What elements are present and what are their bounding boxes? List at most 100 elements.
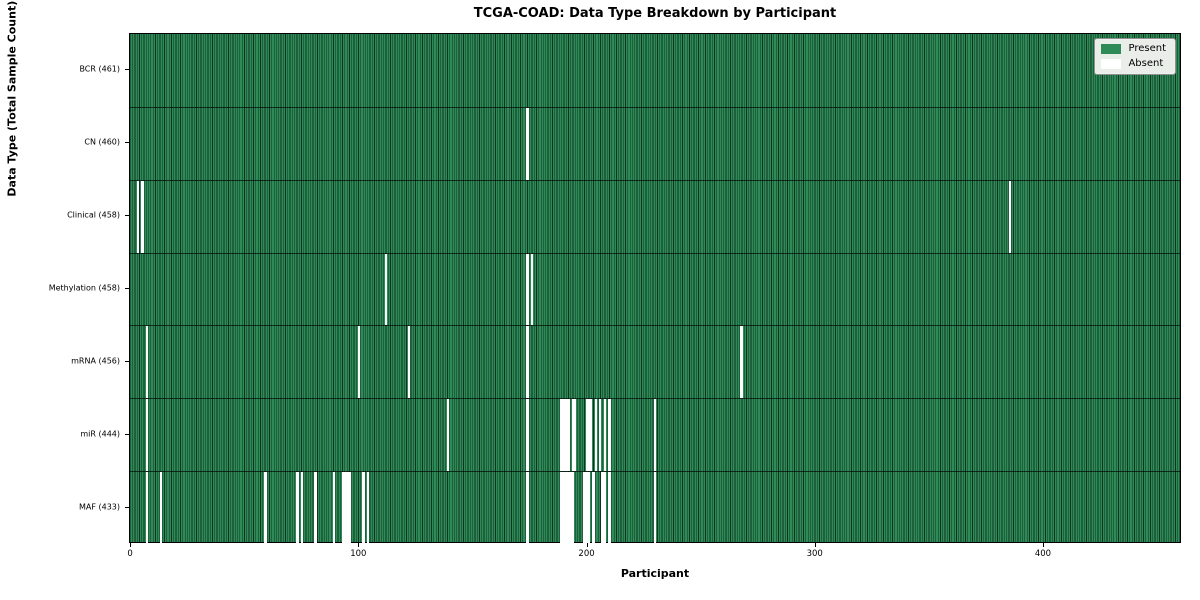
absent-bar	[565, 472, 568, 544]
absent-bar	[571, 399, 575, 472]
x-axis-label: Participant	[620, 567, 690, 580]
absent-bar	[585, 399, 588, 472]
heatmap-row-bcr	[130, 34, 1180, 107]
absent-bar	[562, 399, 566, 472]
y-tick-mark	[125, 215, 129, 217]
heatmap-row-clinical	[130, 179, 1180, 253]
absent-bar	[653, 399, 657, 472]
absent-bar	[653, 472, 657, 544]
heatmap-row-cn	[130, 106, 1180, 180]
absent-bar	[145, 472, 149, 544]
legend: Present Absent	[1094, 38, 1176, 75]
legend-absent-label: Absent	[1128, 58, 1164, 69]
y-tick-mark	[125, 69, 129, 71]
y-axis: BCR (461) CN (460) Clinical (458) Methylati…	[0, 33, 129, 543]
y-tick-label-mrna: mRNA (456)	[71, 356, 120, 366]
absent-bar	[603, 472, 607, 544]
x-axis: 0 100 200 300 400	[127, 543, 1181, 573]
absent-bar	[264, 472, 267, 544]
absent-bar	[357, 326, 361, 399]
absent-bar	[348, 472, 351, 544]
absent-bar	[136, 180, 140, 253]
absent-bar	[407, 326, 411, 399]
absent-bar	[341, 472, 345, 544]
absent-bar	[594, 399, 597, 472]
absent-bar	[603, 399, 607, 472]
legend-item-present: Present	[1101, 44, 1166, 54]
x-tick-label-100: 100	[350, 549, 367, 559]
absent-bar	[599, 399, 602, 472]
absent-bar	[571, 472, 575, 544]
absent-bar	[601, 472, 604, 544]
y-tick-mark	[125, 433, 129, 435]
absent-bar	[567, 399, 570, 472]
absent-bar	[366, 472, 370, 544]
absent-bar	[145, 326, 149, 399]
absent-bar	[567, 472, 570, 544]
heatmap-row-mrna	[130, 325, 1180, 399]
absent-bar	[608, 399, 611, 472]
absent-bar	[583, 472, 586, 544]
absent-bar	[526, 399, 529, 472]
heatmap-row-maf	[130, 471, 1180, 544]
absent-bar	[141, 180, 144, 253]
absent-bar	[344, 472, 347, 544]
absent-bar	[526, 326, 529, 399]
y-tick-label-clinical: Clinical (458)	[67, 210, 120, 220]
absent-bar	[569, 472, 572, 544]
x-tick-label-0: 0	[127, 549, 133, 559]
legend-present-label: Present	[1128, 43, 1166, 54]
y-tick-label-methylation: Methylation (458)	[48, 283, 120, 293]
absent-bar	[526, 472, 529, 544]
x-tick-mark	[358, 543, 360, 547]
legend-item-absent: Absent	[1101, 59, 1166, 69]
absent-bar	[565, 399, 568, 472]
absent-bar	[300, 472, 304, 544]
x-tick-label-200: 200	[578, 549, 595, 559]
absent-bar	[574, 399, 577, 472]
absent-bar	[608, 472, 611, 544]
y-tick-label-cn: CN (460)	[84, 137, 120, 147]
absent-swatch	[1101, 59, 1122, 69]
absent-bar	[159, 472, 162, 544]
heatmap-row-mir	[130, 398, 1180, 472]
y-tick-mark	[125, 360, 129, 362]
absent-bar	[587, 472, 591, 544]
absent-bar	[446, 399, 449, 472]
y-tick-label-maf: MAF (433)	[78, 502, 120, 512]
absent-bar	[385, 253, 388, 326]
x-tick-label-300: 300	[806, 549, 823, 559]
heatmap-row-methylation	[130, 252, 1180, 326]
y-tick-mark	[125, 506, 129, 508]
y-tick-mark	[125, 288, 129, 289]
present-swatch	[1101, 44, 1122, 54]
absent-bar	[592, 472, 595, 544]
x-tick-mark	[130, 543, 132, 547]
absent-bar	[560, 399, 563, 472]
absent-bar	[587, 399, 591, 472]
x-tick-mark	[586, 543, 588, 547]
absent-bar	[526, 107, 529, 180]
x-tick-mark	[1042, 543, 1044, 547]
chart-title: TCGA-COAD: Data Type Breakdown by Partic…	[473, 6, 837, 21]
x-tick-label-400: 400	[1034, 549, 1052, 559]
absent-bar	[740, 326, 743, 399]
absent-bar	[1009, 180, 1012, 253]
absent-bar	[362, 472, 365, 544]
plot-area: Present Absent	[129, 33, 1181, 544]
absent-bar	[332, 472, 335, 544]
absent-bar	[296, 472, 299, 544]
absent-bar	[590, 399, 593, 472]
x-tick-mark	[814, 543, 816, 547]
y-tick-label-bcr: BCR (461)	[79, 64, 120, 74]
absent-bar	[145, 399, 149, 472]
y-tick-mark	[125, 142, 129, 144]
absent-bar	[346, 472, 349, 544]
absent-bar	[526, 253, 529, 326]
absent-bar	[314, 472, 317, 544]
absent-bar	[562, 472, 566, 544]
y-tick-label-mir: miR (444)	[80, 429, 120, 439]
absent-bar	[585, 472, 588, 544]
absent-bar	[560, 472, 563, 544]
absent-bar	[530, 253, 534, 326]
